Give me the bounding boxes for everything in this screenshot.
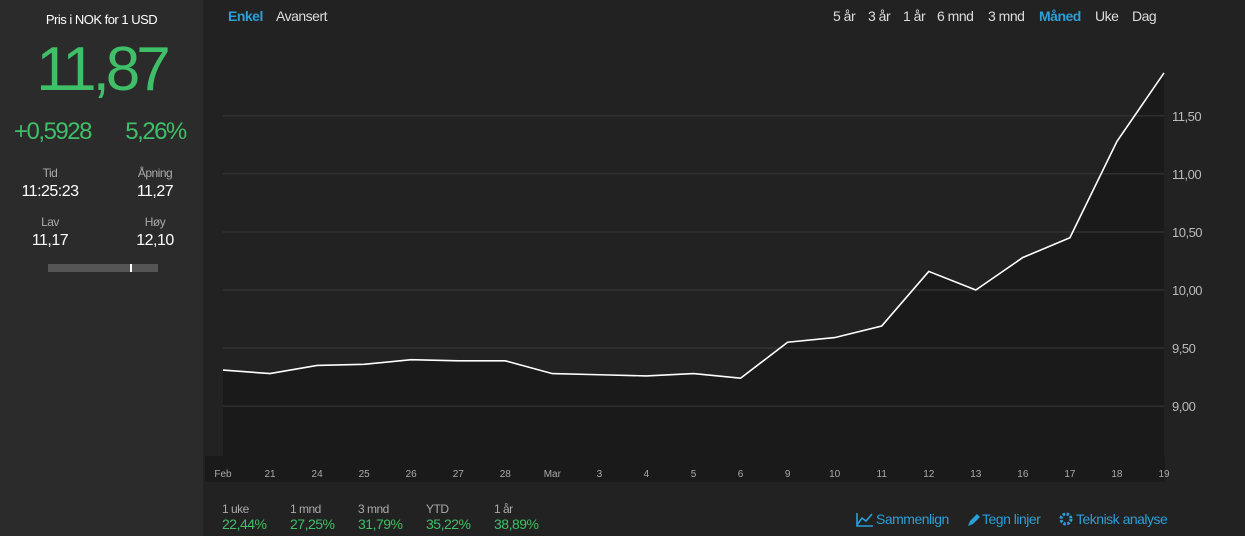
change: +0,5928 bbox=[14, 118, 92, 145]
x-tick-label: 3 bbox=[597, 469, 603, 480]
x-tick-label: 24 bbox=[312, 469, 324, 480]
area bbox=[223, 72, 1164, 456]
link[interactable]: Tegn linjer bbox=[982, 511, 1042, 527]
range-tab[interactable]: Uke bbox=[1095, 8, 1120, 24]
return-label: YTD bbox=[426, 502, 449, 516]
plot-bottom bbox=[205, 456, 1165, 482]
range-tab[interactable]: 1 år bbox=[903, 8, 926, 24]
range-tab[interactable]: 6 mnd bbox=[937, 8, 974, 24]
x-tick-label: 28 bbox=[500, 469, 512, 480]
stat-label: Høy bbox=[144, 215, 166, 229]
return-label: 3 mnd bbox=[358, 502, 389, 516]
sidebar-title: Pris i NOK for 1 USD bbox=[45, 12, 158, 27]
x-tick-label: 19 bbox=[1158, 469, 1170, 480]
y-tick-label: 10,50 bbox=[1172, 225, 1202, 240]
return-value: 35,22% bbox=[426, 516, 471, 532]
return-value: 31,79% bbox=[358, 516, 403, 532]
x-tick-label: 18 bbox=[1111, 469, 1123, 480]
return-label: 1 uke bbox=[222, 502, 250, 516]
y-tick-label: 11,00 bbox=[1172, 167, 1201, 182]
range-tab[interactable]: 5 år bbox=[833, 8, 856, 24]
x-tick-label: Mar bbox=[544, 469, 562, 480]
x-tick-label: 4 bbox=[644, 469, 650, 480]
range-tab[interactable]: 3 år bbox=[868, 8, 891, 24]
range-marker bbox=[130, 264, 132, 272]
x-tick-label: Feb bbox=[214, 469, 232, 480]
range-tab[interactable]: 3 mnd bbox=[988, 8, 1025, 24]
x-tick-label: 11 bbox=[877, 469, 888, 480]
y-tick-label: 9,50 bbox=[1172, 341, 1196, 356]
mode-tab[interactable]: Enkel bbox=[228, 8, 263, 24]
y-tick-label: 9,00 bbox=[1172, 399, 1196, 414]
mode-tab[interactable]: Avansert bbox=[276, 8, 328, 24]
return-label: 1 mnd bbox=[290, 502, 321, 516]
x-tick-label: 26 bbox=[406, 469, 418, 480]
return-value: 38,89% bbox=[494, 516, 539, 532]
range-tab[interactable]: Måned bbox=[1039, 8, 1081, 24]
return-value: 22,44% bbox=[222, 516, 267, 532]
return-value: 27,25% bbox=[290, 516, 335, 532]
stat-label: Lav bbox=[41, 215, 59, 229]
x-tick-label: 27 bbox=[453, 469, 465, 480]
price: 11,87 bbox=[36, 35, 171, 104]
x-tick-label: 6 bbox=[738, 469, 744, 480]
stat-value: 12,10 bbox=[136, 232, 174, 249]
change-pct: 5,26% bbox=[125, 118, 187, 145]
x-tick-label: 12 bbox=[923, 469, 935, 480]
x-tick-label: 10 bbox=[829, 469, 841, 480]
stat-value: 11:25:23 bbox=[21, 183, 79, 200]
y-tick-label: 10,00 bbox=[1172, 283, 1202, 298]
range-tab[interactable]: Dag bbox=[1132, 8, 1157, 24]
link[interactable]: Teknisk analyse bbox=[1076, 511, 1169, 527]
x-tick-label: 5 bbox=[691, 469, 697, 480]
stat-label: Åpning bbox=[137, 166, 173, 180]
stat-value: 11,17 bbox=[31, 232, 69, 249]
stat-value: 11,27 bbox=[136, 183, 174, 200]
x-tick-label: 21 bbox=[264, 469, 276, 480]
return-label: 1 år bbox=[494, 502, 513, 516]
y-tick-label: 11,50 bbox=[1172, 109, 1201, 124]
x-tick-label: 25 bbox=[359, 469, 371, 480]
range-bar bbox=[48, 264, 158, 272]
x-tick-label: 17 bbox=[1064, 469, 1076, 480]
link[interactable]: Sammenlign bbox=[876, 511, 949, 527]
x-tick-label: 13 bbox=[970, 469, 982, 480]
stat-label: Tid bbox=[42, 166, 58, 180]
price-line bbox=[222, 72, 1165, 380]
sidebar: Pris i NOK for 1 USD 11,87 +0,5928 5,26%… bbox=[0, 0, 203, 536]
x-tick-label: 9 bbox=[785, 469, 791, 480]
x-tick-label: 16 bbox=[1017, 469, 1029, 480]
